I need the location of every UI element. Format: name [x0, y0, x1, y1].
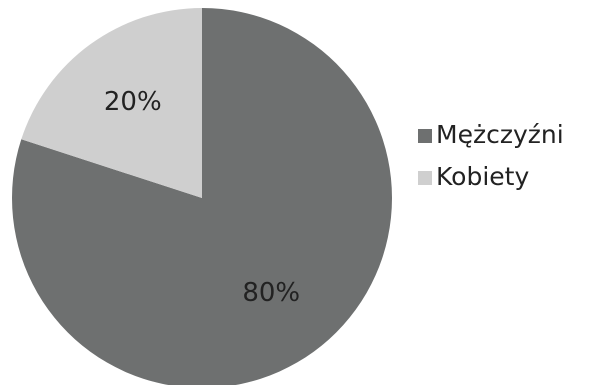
legend-label-kobiety: Kobiety: [436, 162, 529, 191]
legend-label-mezczyzni: Mężczyźni: [436, 120, 564, 149]
data-label-mezczyzni: 80%: [242, 278, 300, 308]
data-label-kobiety: 20%: [104, 87, 162, 117]
legend-swatch-kobiety: [418, 171, 432, 185]
pie-slices: [12, 8, 392, 385]
pie-slice-mezczyzni: [12, 8, 392, 385]
pie-slice-kobiety: [21, 8, 203, 198]
legend: Mężczyźni Kobiety: [418, 120, 564, 191]
pie-data-labels: 80% 20%: [104, 87, 300, 308]
legend-swatch-mezczyzni: [418, 129, 432, 143]
